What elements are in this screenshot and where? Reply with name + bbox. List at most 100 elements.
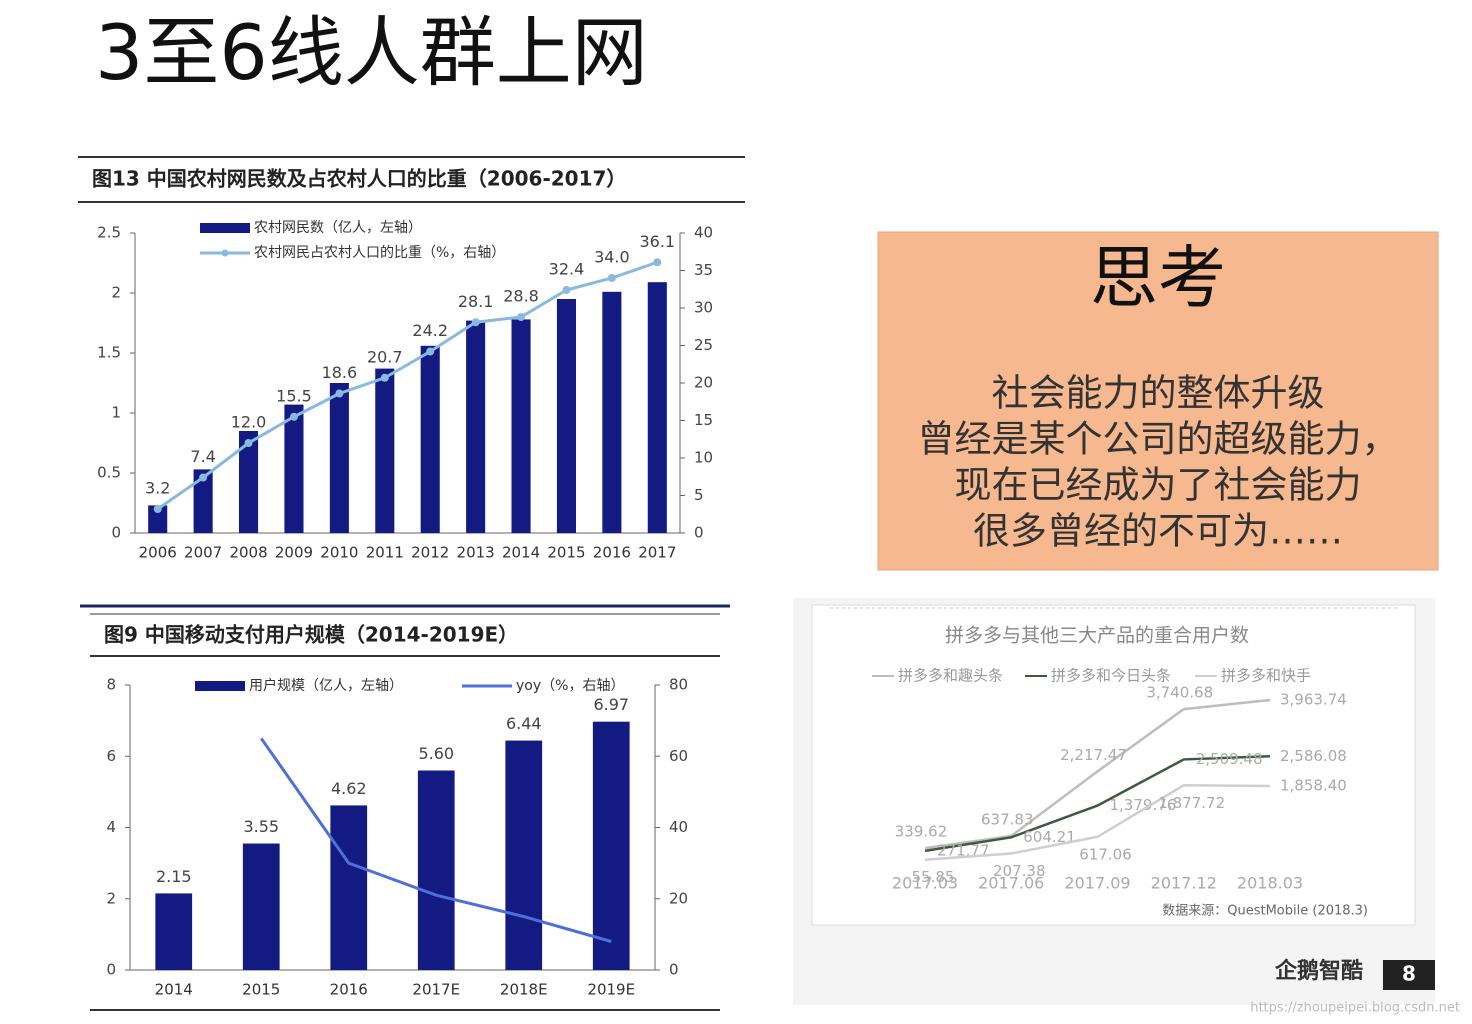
line-marker (517, 313, 526, 321)
line-marker (471, 318, 480, 327)
data-label: 20.7 (367, 347, 403, 366)
bar (420, 345, 440, 533)
bar (239, 431, 259, 533)
slide-title: 3至6线人群上网 (95, 8, 648, 97)
line-marker (153, 505, 162, 513)
data-label: 32.4 (549, 260, 585, 279)
y-tick-label: 2 (111, 284, 121, 302)
data-label: 4.62 (331, 779, 367, 798)
x-tick-label: 2016 (593, 544, 631, 562)
thinking-box (877, 231, 1439, 571)
y2-tick-label: 30 (694, 299, 713, 317)
line-series (260, 737, 612, 943)
data-label: 1,877.72 (1158, 794, 1225, 812)
source-note: 数据来源：QuestMobile (2018.3) (1162, 904, 1368, 919)
bar (647, 282, 667, 533)
x-tick-label: 2010 (320, 544, 358, 562)
data-label: 604.21 (1023, 828, 1076, 846)
data-label: 3.55 (243, 817, 279, 836)
x-tick-label: 2017.09 (1064, 874, 1130, 893)
data-label: 5.60 (418, 744, 454, 763)
data-label: 24.2 (412, 321, 448, 340)
x-tick-label: 2016 (330, 981, 368, 999)
thinking-line: 曾经是某个公司的超级能力， (918, 418, 1399, 461)
x-tick-label: 2011 (366, 544, 404, 562)
line-series (924, 698, 1271, 850)
data-label: 12.0 (231, 413, 267, 432)
line-series (156, 260, 658, 511)
chart-title: 图9 中国移动支付用户规模（2014-2019E） (104, 623, 518, 647)
x-tick-label: 2008 (229, 544, 267, 562)
data-label: 28.1 (458, 292, 494, 311)
legend-label: 拼多多和快手 (1221, 667, 1311, 685)
x-tick-label: 2018.03 (1237, 874, 1303, 893)
chart-title: 图13 中国农村网民数及占农村人口的比重（2006-2017） (92, 167, 626, 191)
y2-tick-label: 40 (694, 224, 713, 242)
y2-tick-label: 40 (669, 818, 688, 836)
line-marker (199, 473, 208, 482)
x-tick-label: 2013 (457, 544, 495, 562)
data-label: 339.62 (895, 823, 948, 841)
bar (329, 383, 349, 533)
y2-tick-label: 20 (694, 374, 713, 392)
y2-tick-label: 0 (669, 961, 679, 979)
bar (148, 505, 168, 533)
y2-tick-label: 15 (694, 411, 713, 429)
watermark: https://zhoupeipei.blog.csdn.net (1250, 1001, 1460, 1016)
data-label: 6.44 (506, 714, 542, 733)
y2-tick-label: 35 (694, 261, 713, 279)
data-label: 7.4 (190, 447, 215, 466)
data-label: 34.0 (594, 248, 630, 267)
bar (505, 740, 543, 970)
x-tick-label: 2018E (500, 981, 548, 999)
y-tick-label: 6 (106, 747, 116, 765)
data-label: 2.15 (156, 867, 192, 886)
data-label: 15.5 (276, 386, 312, 405)
x-tick-label: 2015 (242, 981, 280, 999)
line-marker (289, 412, 298, 421)
data-label: 3.2 (145, 479, 170, 498)
x-tick-label: 2014 (155, 981, 193, 999)
thinking-line: 社会能力的整体升级 (992, 372, 1325, 415)
x-tick-label: 2006 (139, 544, 177, 562)
data-label: 18.6 (322, 363, 358, 382)
y2-tick-label: 25 (694, 336, 713, 354)
line-marker (335, 389, 344, 398)
logo: 企鹅智酷 (1274, 958, 1363, 984)
y2-tick-label: 60 (669, 747, 688, 765)
x-tick-label: 2009 (275, 544, 313, 562)
x-tick-label: 2015 (547, 544, 585, 562)
y-tick-label: 4 (106, 818, 116, 836)
y-tick-label: 0.5 (97, 464, 121, 482)
bar (242, 843, 280, 970)
y2-tick-label: 10 (694, 449, 713, 467)
legend-label: 用户规模（亿人，左轴） (249, 677, 403, 694)
bar (466, 320, 486, 533)
bar (330, 805, 368, 970)
y-tick-label: 2 (106, 889, 116, 907)
y-tick-label: 8 (106, 676, 116, 694)
x-tick-label: 2017.03 (892, 874, 958, 893)
legend-swatch (200, 223, 250, 233)
bar (155, 893, 193, 970)
page-number: 8 (1402, 962, 1416, 986)
line-marker (244, 439, 253, 447)
data-label: 36.1 (639, 232, 675, 251)
page-number-box (1383, 960, 1435, 990)
x-tick-label: 2007 (184, 544, 222, 562)
line-series (924, 784, 1271, 861)
bar (417, 770, 455, 970)
data-label: 28.8 (503, 287, 539, 306)
data-label: 2,217.47 (1060, 746, 1127, 764)
bar (511, 319, 531, 533)
data-label: 207.38 (993, 862, 1046, 880)
data-label: 6.97 (593, 695, 629, 714)
bar (602, 291, 622, 533)
thinking-title: 思考 (1090, 240, 1226, 319)
y-tick-label: 1.5 (97, 344, 121, 362)
legend-label: 农村网民数（亿人，左轴） (254, 220, 422, 236)
y2-tick-label: 0 (694, 524, 704, 542)
line-series (924, 755, 1271, 853)
panel-inner (811, 604, 1416, 926)
x-tick-label: 2017.12 (1151, 874, 1217, 893)
